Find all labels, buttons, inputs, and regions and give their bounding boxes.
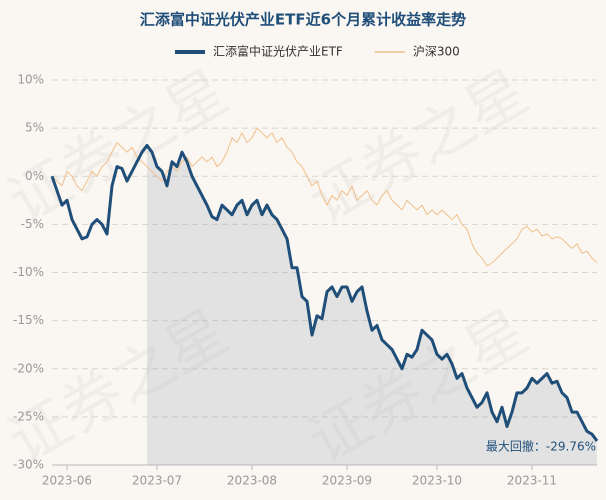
legend-label: 汇添富中证光伏产业ETF bbox=[213, 44, 343, 59]
x-tick-label: 2023-09 bbox=[322, 474, 372, 488]
y-tick-label: -10% bbox=[13, 265, 44, 279]
y-tick-label: 10% bbox=[17, 73, 44, 87]
series-line bbox=[50, 143, 599, 442]
x-tick-label: 2023-10 bbox=[412, 474, 462, 488]
series-line bbox=[51, 127, 598, 267]
drawdown-area bbox=[147, 145, 597, 465]
watermark: 证券之星 bbox=[297, 57, 540, 238]
y-tick-label: -20% bbox=[13, 361, 44, 375]
annotation: 最大回撤：-29.76% bbox=[486, 439, 596, 454]
chart-title: 汇添富中证光伏产业ETF近6个月累计收益率走势 bbox=[140, 11, 466, 29]
y-tick-label: 5% bbox=[25, 121, 44, 135]
y-tick-label: -30% bbox=[13, 458, 44, 472]
y-tick-label: 0% bbox=[25, 169, 44, 183]
legend-label: 沪深300 bbox=[413, 45, 460, 59]
x-tick-label: 2023-08 bbox=[227, 474, 277, 488]
x-tick-label: 2023-07 bbox=[132, 474, 182, 488]
x-tick-label: 2023-06 bbox=[42, 474, 92, 488]
y-tick-label: -15% bbox=[13, 313, 44, 327]
y-tick-label: -5% bbox=[21, 217, 44, 231]
x-tick-label: 2023-11 bbox=[507, 474, 557, 488]
y-tick-label: -25% bbox=[13, 409, 44, 423]
